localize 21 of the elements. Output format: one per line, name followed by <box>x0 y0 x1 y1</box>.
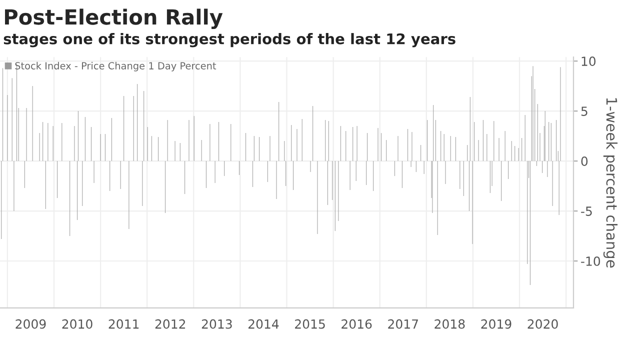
y-tick-label: 0 <box>581 156 588 166</box>
x-tick-label: 2018 <box>434 319 465 329</box>
chart-subtitle: stages one of its strongest periods of the last 12 years <box>4 33 456 48</box>
x-tick-label: 2019 <box>481 319 512 329</box>
y-axis-title: 1-week percent change <box>603 98 618 268</box>
x-tick-label: 2017 <box>388 319 418 329</box>
x-tick-label: 2009 <box>16 319 46 329</box>
x-tick-label: 2011 <box>108 319 139 329</box>
x-tick-label: 2020 <box>528 319 558 329</box>
y-tick-label: 5 <box>581 106 588 116</box>
x-tick-label: 2016 <box>342 319 372 329</box>
y-tick-label: 10 <box>582 56 596 66</box>
y-tick-label: -10 <box>581 256 600 266</box>
x-tick-label: 2015 <box>295 319 325 329</box>
legend-label: Stock Index - Price Change 1 Day Percent <box>15 62 216 72</box>
chart-title: Post-Election Rally <box>5 8 223 30</box>
y-tick-label: -5 <box>581 206 592 216</box>
x-tick-label: 2010 <box>62 319 92 329</box>
x-tick-label: 2012 <box>155 319 186 329</box>
x-tick-label: 2014 <box>248 319 279 329</box>
x-tick-label: 2013 <box>202 319 232 329</box>
